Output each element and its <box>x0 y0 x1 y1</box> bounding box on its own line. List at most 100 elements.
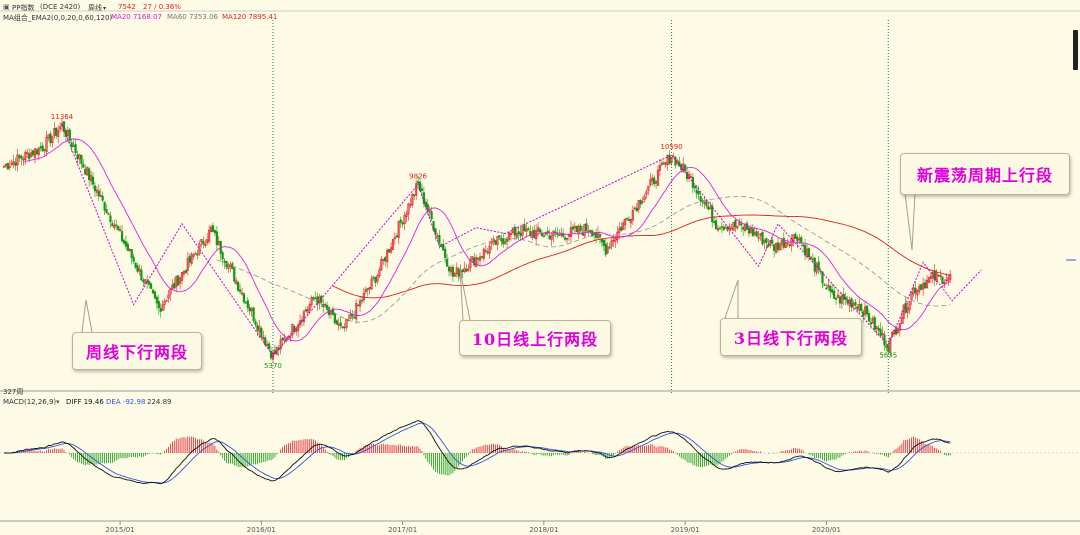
candle-body-251 <box>488 245 491 254</box>
candle-body-171 <box>333 313 336 323</box>
candle-body-367 <box>713 221 716 223</box>
candle-body-335 <box>651 177 654 182</box>
candle-body-35 <box>70 142 73 148</box>
candle-body-240 <box>467 268 470 272</box>
candle-body-55 <box>109 215 112 223</box>
candle-body-63 <box>124 241 128 247</box>
candle-body-457 <box>887 345 890 352</box>
candle-body-93 <box>182 270 186 275</box>
candle-body-323 <box>627 218 631 222</box>
candle-body-255 <box>496 236 499 245</box>
candle-body-479 <box>929 276 932 279</box>
candle-body-321 <box>624 218 627 225</box>
candle-body-77 <box>151 289 155 294</box>
candle-body-379 <box>736 226 739 229</box>
candle-body-267 <box>519 232 522 237</box>
candle-body-313 <box>608 246 611 249</box>
candle-body-326 <box>633 207 636 210</box>
candle-body-190 <box>370 278 373 290</box>
candle-body-402 <box>780 239 783 245</box>
candle-body-231 <box>449 267 453 273</box>
candle-body-458 <box>889 337 892 353</box>
candle-body-434 <box>842 293 845 300</box>
candle-body-13 <box>28 153 31 160</box>
zigzag-line-0 <box>61 125 274 357</box>
macd-menu-icon[interactable]: ▾ <box>56 398 60 406</box>
candle-body-294 <box>571 226 574 230</box>
ma20-value: MA20 7168.07 <box>111 13 162 21</box>
candle-body-99 <box>194 253 197 255</box>
ma20-line <box>23 138 951 342</box>
candle-body-391 <box>759 233 762 237</box>
candle-body-380 <box>738 221 741 226</box>
candle-body-416 <box>807 248 811 258</box>
candle-body-57 <box>113 224 116 229</box>
candle-body-369 <box>716 228 720 231</box>
candle-body-229 <box>446 259 449 267</box>
candle-body-104 <box>204 243 207 246</box>
candle-body-355 <box>689 176 693 178</box>
candle-body-282 <box>548 235 551 240</box>
macd-dea-value: DEA -92.98 <box>106 398 146 406</box>
candle-body-9 <box>20 155 23 159</box>
candle-body-85 <box>167 294 170 299</box>
candle-body-123 <box>240 292 244 295</box>
candle-body-264 <box>513 226 516 236</box>
candle-body-449 <box>871 317 874 324</box>
candle-body-258 <box>502 238 505 245</box>
candle-body-73 <box>144 279 147 285</box>
candle-body-59 <box>117 226 120 230</box>
candle-body-317 <box>616 231 619 240</box>
period-selector[interactable]: 周线▾ <box>88 3 106 13</box>
candle-body-27 <box>55 127 58 136</box>
candle-body-447 <box>867 313 871 322</box>
candle-body-394 <box>765 238 768 244</box>
candle-body-39 <box>78 154 81 160</box>
candle-body-324 <box>629 218 633 224</box>
candle-body-401 <box>778 244 782 251</box>
candle-body-152 <box>297 324 300 332</box>
candle-body-195 <box>380 258 383 270</box>
candle-body-256 <box>498 235 501 238</box>
menu-icon[interactable]: ▣ <box>3 3 10 11</box>
candle-body-253 <box>492 238 495 242</box>
candle-body-134 <box>262 336 265 339</box>
candle-body-62 <box>122 240 126 244</box>
candle-body-241 <box>469 259 472 268</box>
candle-body-418 <box>811 258 814 261</box>
candle-body-74 <box>146 280 149 283</box>
candle-body-328 <box>637 200 640 210</box>
ma-indicator-name: MA组合_EMA2(0,0,20,0,60,120) <box>3 14 113 22</box>
candle-body-340 <box>660 163 663 165</box>
candle-body-439 <box>852 303 855 306</box>
candle-body-54 <box>107 213 110 216</box>
candle-body-34 <box>68 129 71 141</box>
candle-body-385 <box>747 227 751 234</box>
candle-body-318 <box>618 228 621 233</box>
exchange-code: (DCE 2420) <box>40 3 81 11</box>
candle-body-272 <box>529 230 532 236</box>
candle-body-481 <box>933 270 936 281</box>
candle-body-150 <box>293 326 296 332</box>
candle-body-343 <box>666 155 669 166</box>
candle-body-161 <box>314 297 317 300</box>
zigzag-line-1 <box>272 154 672 357</box>
candle-body-102 <box>200 239 203 242</box>
candle-body-423 <box>821 271 824 284</box>
candle-body-269 <box>523 224 526 232</box>
candle-body-183 <box>357 304 360 307</box>
candle-body-149 <box>291 324 294 336</box>
macd-diff-value: DIFF 19.46 <box>66 398 104 406</box>
candle-body-56 <box>111 223 114 227</box>
candle-body-66 <box>130 249 133 259</box>
candle-body-114 <box>223 260 226 263</box>
candle-body-144 <box>281 337 284 341</box>
candle-body-58 <box>115 224 118 227</box>
candle-body-136 <box>266 343 269 347</box>
scroll-handle[interactable] <box>1073 30 1078 70</box>
candle-body-453 <box>879 328 882 337</box>
candle-body-344 <box>668 154 671 164</box>
candle-body-40 <box>80 154 83 165</box>
